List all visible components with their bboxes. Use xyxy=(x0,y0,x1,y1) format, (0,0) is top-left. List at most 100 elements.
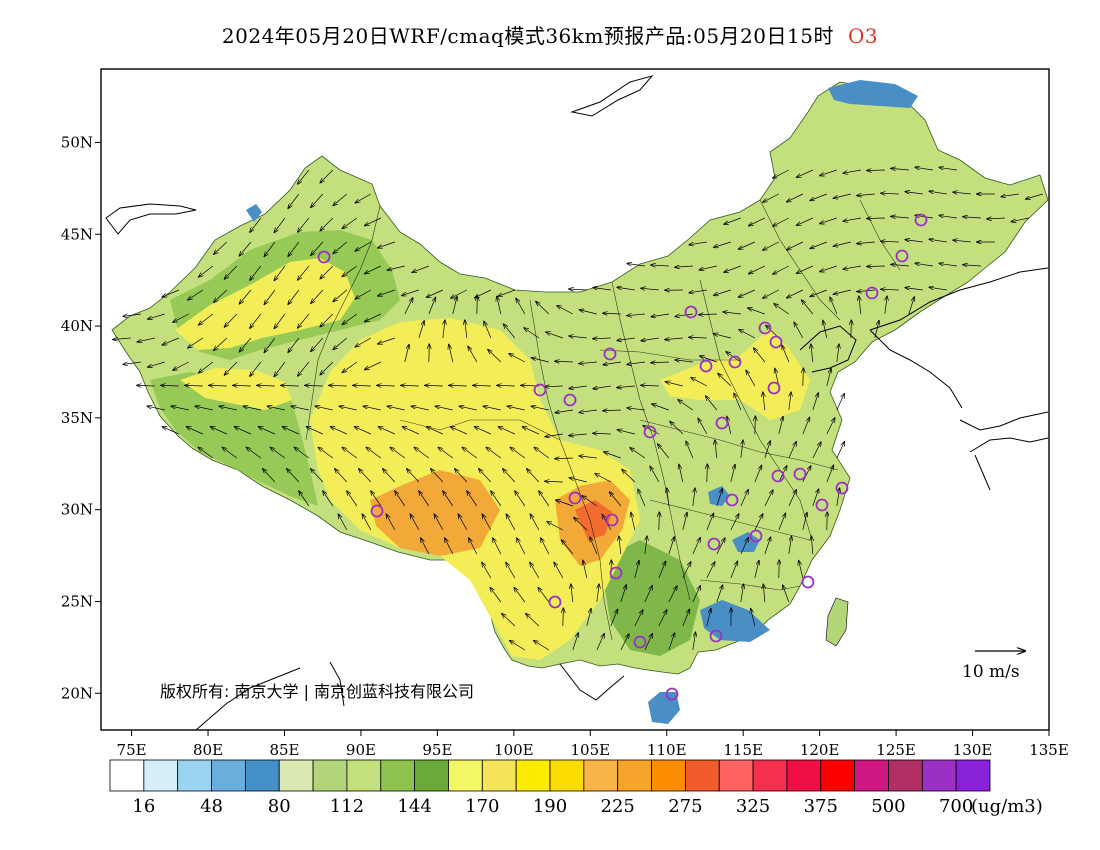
legend-label: 700 xyxy=(939,796,973,817)
wind-arrow xyxy=(219,406,237,411)
wind-arrow xyxy=(749,265,765,274)
wind-arrow xyxy=(699,314,717,315)
wind-arrow xyxy=(778,417,783,435)
wind-arrow xyxy=(675,313,693,316)
wind-arrow xyxy=(342,313,358,325)
wind-arrow xyxy=(469,538,478,555)
x-tick-label: 105E xyxy=(570,741,610,759)
wind-arrow xyxy=(534,640,550,651)
wind-arrow xyxy=(333,193,348,206)
wind-arrow xyxy=(774,304,790,315)
wind-arrow xyxy=(693,488,695,507)
wind-arrow xyxy=(651,313,669,317)
legend-swatch xyxy=(481,759,517,792)
wind-arrow xyxy=(740,584,744,603)
legend-unit: (ug/m3) xyxy=(971,796,1043,817)
map-title: 2024年05月20日WRF/cmaq模式36km预报产品:05月20日15时 O… xyxy=(0,20,1100,49)
legend-label: 48 xyxy=(200,796,223,817)
wind-arrow xyxy=(365,265,381,274)
pollutant-label: O3 xyxy=(847,24,879,48)
wind-vectors xyxy=(113,167,1043,651)
legend-swatch xyxy=(177,759,212,792)
wind-arrow xyxy=(773,169,789,178)
wind-arrow xyxy=(610,609,618,627)
wind-arrow xyxy=(867,218,885,219)
wind-arrow xyxy=(224,313,238,327)
x-tick-label: 130E xyxy=(953,741,993,759)
wind-arrow xyxy=(641,385,659,386)
monitoring-stations xyxy=(317,213,928,701)
wind-arrow xyxy=(891,264,909,266)
wind-arrow xyxy=(113,338,131,340)
station-marker xyxy=(605,513,619,527)
wind-arrow xyxy=(627,263,645,267)
wind-arrow xyxy=(593,338,611,339)
x-tick-label: 115E xyxy=(723,741,763,759)
wind-arrow xyxy=(644,634,653,651)
wind-arrow xyxy=(833,241,851,246)
wind-arrow xyxy=(953,240,971,242)
wind-arrow xyxy=(123,313,141,316)
wind-arrow xyxy=(250,265,262,280)
wind-arrow xyxy=(837,344,839,363)
wind-arrow xyxy=(490,588,502,603)
wind-arrow xyxy=(764,537,771,555)
wind-arrow xyxy=(288,193,300,208)
y-tick-label: 20N xyxy=(61,684,93,702)
wind-arrow xyxy=(658,444,670,459)
wind-arrow xyxy=(689,337,707,338)
station-marker xyxy=(609,566,623,580)
wind-arrow xyxy=(383,469,396,483)
wind-arrow xyxy=(668,586,677,603)
wind-arrow xyxy=(963,217,981,218)
wind-arrow xyxy=(288,241,300,256)
wind-arrow xyxy=(724,265,741,272)
wind-arrow xyxy=(443,491,454,507)
wind-arrow xyxy=(462,447,478,459)
wind-arrow xyxy=(233,385,251,386)
wind-arrow xyxy=(749,217,765,226)
wind-arrow xyxy=(810,289,827,296)
wind-arrow xyxy=(320,265,334,279)
wind-arrow xyxy=(378,427,395,435)
wind-arrow xyxy=(199,265,214,277)
wind-arrow xyxy=(465,320,467,339)
wind-arrow xyxy=(475,289,491,298)
x-tick-label: 125E xyxy=(876,741,916,759)
wind-arrow xyxy=(730,514,739,531)
wind-arrow xyxy=(342,447,358,459)
wind-arrow xyxy=(716,585,723,603)
latitude-axis: 20N 25N 30N 35N 40N 45N 50N xyxy=(61,133,101,702)
wind-arrow xyxy=(572,633,578,651)
station-marker xyxy=(793,467,807,481)
wind-arrow xyxy=(915,263,933,267)
wind-arrow xyxy=(802,300,814,315)
wind-arrow xyxy=(668,537,674,555)
wind-arrow xyxy=(730,465,735,483)
wind-arrow xyxy=(209,385,227,386)
wind-arrow xyxy=(502,614,516,627)
x-tick-label: 135E xyxy=(1029,741,1069,759)
wind-arrow xyxy=(787,289,803,298)
wind-arrow xyxy=(569,289,587,290)
wind-arrow xyxy=(574,517,588,531)
wind-arrow xyxy=(428,297,436,315)
wind-arrow xyxy=(210,427,227,435)
wind-arrow xyxy=(527,469,540,483)
wind-arrow xyxy=(250,361,262,376)
wind-arrow xyxy=(298,169,310,184)
wind-arrow xyxy=(365,361,381,370)
high-zone-north-china xyxy=(660,328,810,420)
wind-arrow xyxy=(482,514,492,531)
wind-arrow xyxy=(545,386,563,387)
legend-swatch xyxy=(448,759,483,792)
wind-arrow xyxy=(239,241,252,256)
wind-arrow xyxy=(541,538,550,555)
station-marker xyxy=(725,493,739,507)
wind-arrow xyxy=(905,288,923,291)
wind-arrow xyxy=(658,561,666,579)
wind-arrow xyxy=(378,241,395,248)
wind-arrow xyxy=(359,469,372,483)
wind-arrow xyxy=(214,289,228,302)
wind-arrow xyxy=(531,358,549,363)
